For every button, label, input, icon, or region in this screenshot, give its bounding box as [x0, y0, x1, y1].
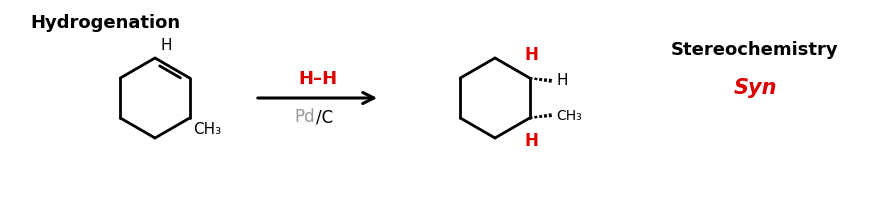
Text: H: H	[557, 73, 568, 88]
Text: CH₃: CH₃	[192, 122, 221, 137]
Text: H: H	[524, 132, 538, 150]
Text: H: H	[160, 38, 171, 53]
Text: Syn: Syn	[733, 78, 777, 98]
Text: CH₃: CH₃	[557, 109, 582, 123]
Text: H–H: H–H	[298, 70, 337, 88]
Text: H: H	[524, 46, 538, 64]
Text: /C: /C	[316, 108, 333, 126]
Text: Hydrogenation: Hydrogenation	[30, 14, 180, 32]
Text: Pd: Pd	[295, 108, 316, 126]
Text: Stereochemistry: Stereochemistry	[671, 41, 839, 59]
